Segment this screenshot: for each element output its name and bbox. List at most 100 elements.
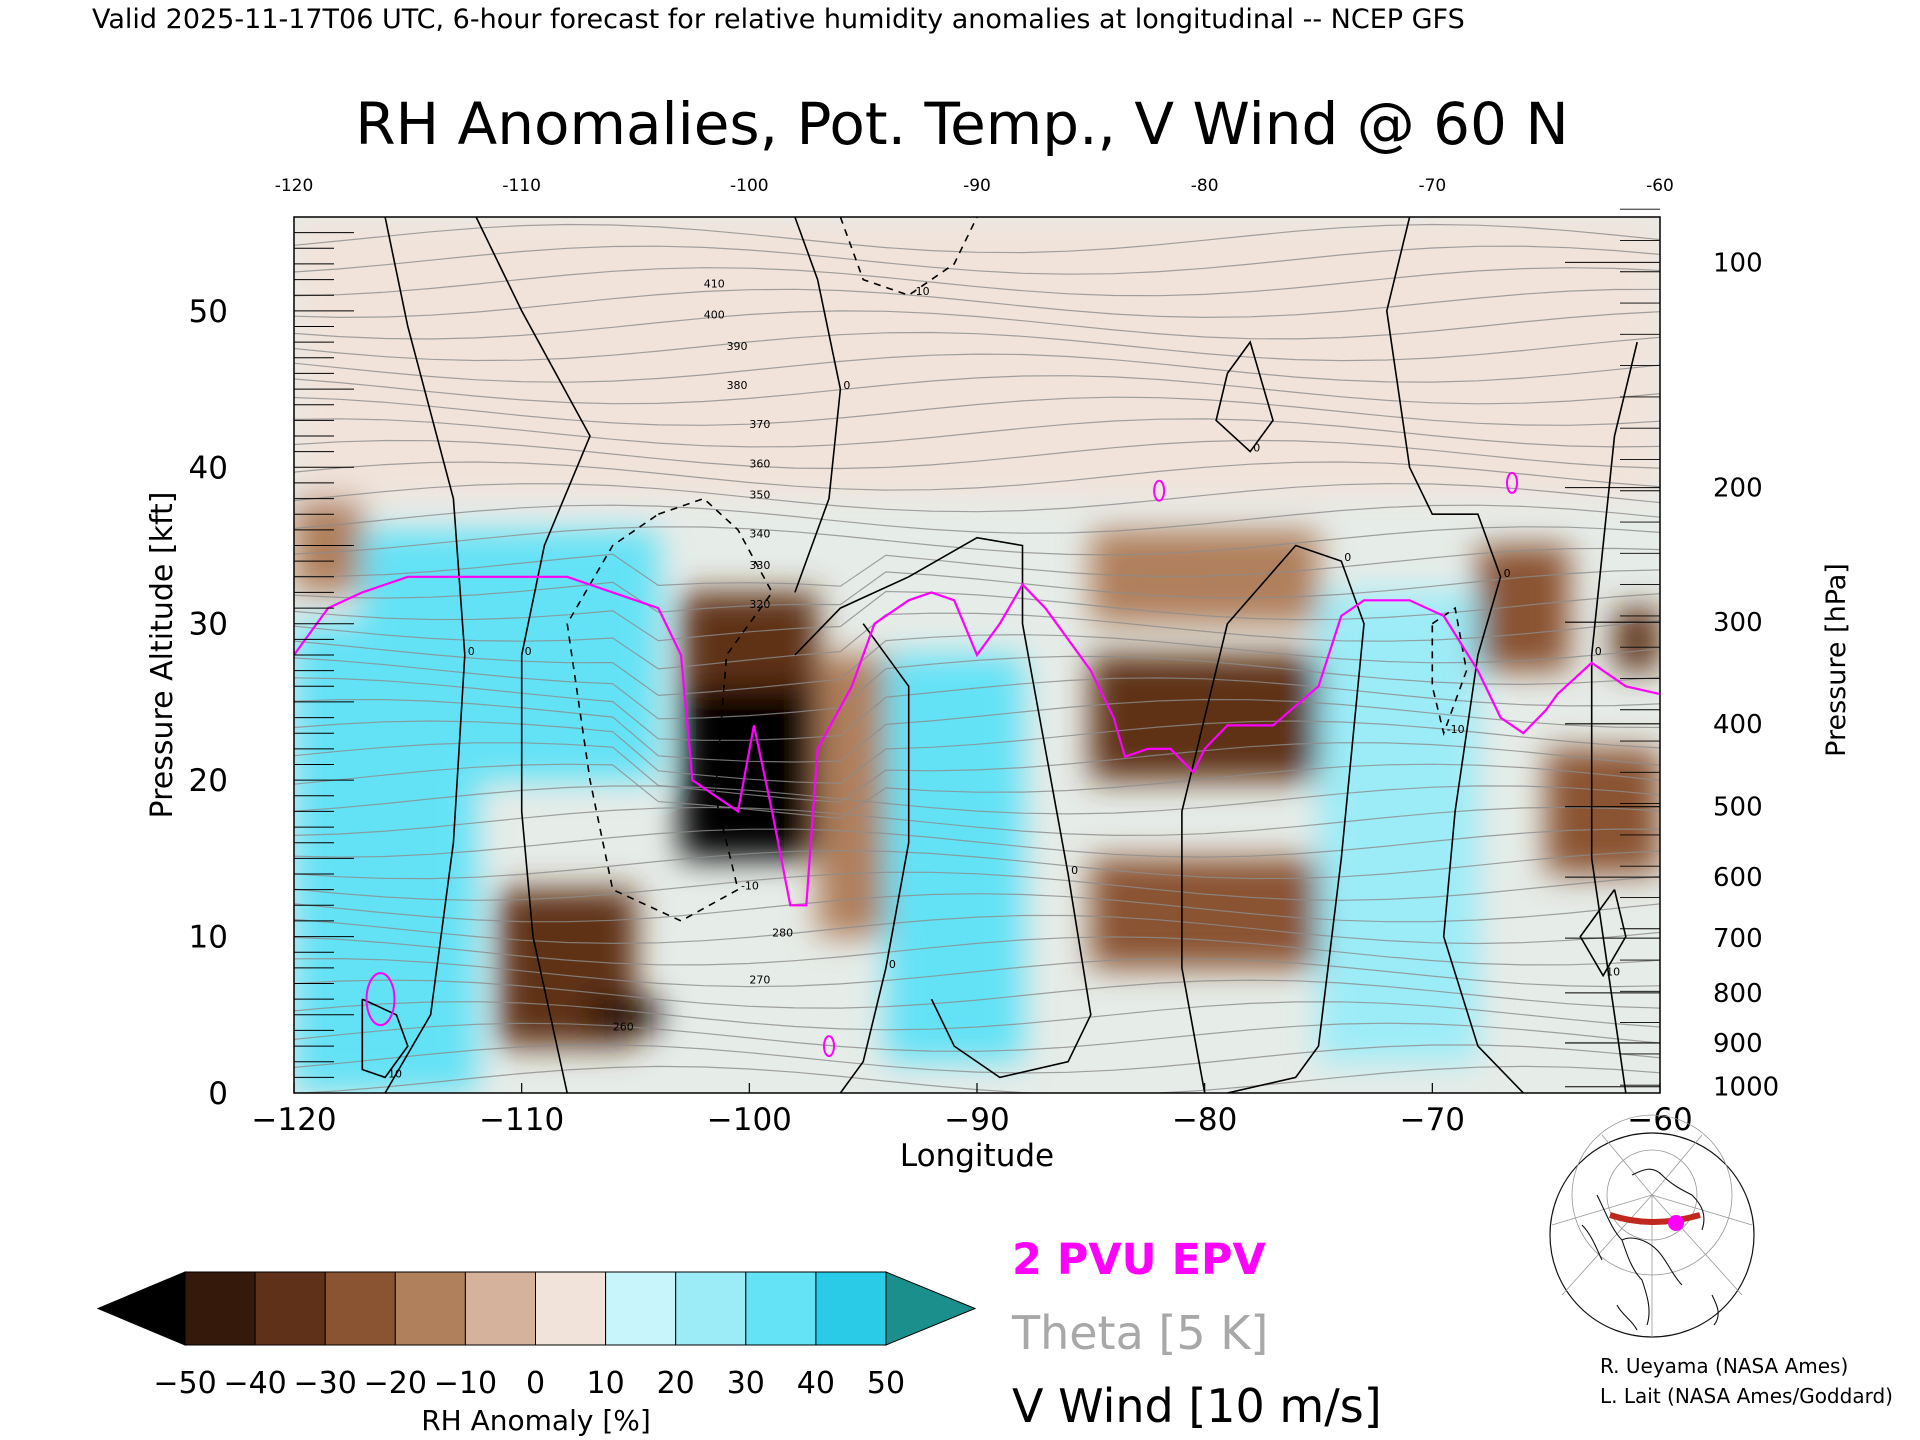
pressure-tick-label: 100 [1713, 248, 1763, 278]
vwind-contour-label: -10 [1447, 723, 1465, 736]
colorbar-segment [394, 1271, 466, 1346]
pressure-tick-label: 600 [1713, 863, 1763, 893]
y-axis-label-left: Pressure Altitude [kft] [145, 492, 180, 819]
pressure-tick-label: 200 [1713, 474, 1763, 504]
chart-title: RH Anomalies, Pot. Temp., V Wind @ 60 N [355, 90, 1569, 158]
colorbar-segment [464, 1271, 536, 1346]
vwind-contour-label: 0 [1253, 442, 1260, 455]
epv-island [1153, 479, 1166, 502]
pressure-tick-label: 400 [1713, 710, 1763, 740]
x-axis-top: -120 -110 -100 -90 -80 -70 -60 [275, 176, 1674, 196]
x-axis-label: Longitude [900, 1138, 1054, 1174]
theta-contour-label: 270 [749, 974, 770, 987]
y-axis-right: 100 200 300 400 500 600 700 800 900 1000 [1713, 248, 1779, 1102]
theta-contour-line [294, 245, 1660, 275]
vwind-contour-label: 0 [843, 379, 850, 392]
theta-contour-line [294, 504, 1660, 534]
theta-contour-line [294, 979, 1660, 1009]
y-tick-label: 20 [189, 763, 228, 799]
vwind-contour-12 [361, 998, 409, 1079]
theta-contour-line [294, 871, 1660, 901]
pressure-tick-label: 500 [1713, 793, 1763, 823]
epv-island [823, 1035, 836, 1058]
legend-theta: Theta [5 K] [1011, 1306, 1268, 1360]
vwind-contour-2 [794, 217, 842, 593]
theta-contour-label: 390 [727, 340, 748, 353]
theta-contour-line [294, 526, 1660, 556]
theta-contour-line [294, 396, 1660, 426]
vwind-contour-label: 0 [889, 958, 896, 971]
vwind-contour-13 [1579, 889, 1627, 978]
x-top-tick-label: -60 [1646, 176, 1674, 196]
colorbar-tick-label: 0 [526, 1366, 545, 1401]
colorbar-segment [324, 1271, 396, 1346]
legend-epv: 2 PVU EPV [1012, 1235, 1266, 1285]
vwind-contour-label: 0 [1344, 551, 1351, 564]
colorbar-tick-label: −30 [294, 1366, 357, 1401]
pressure-tick-label: 800 [1713, 979, 1763, 1009]
theta-contour-label: 280 [772, 927, 793, 940]
y-axis-label-right: Pressure [hPa] [1821, 563, 1852, 757]
theta-contour-label: 380 [727, 379, 748, 392]
pressure-tick-label: 1000 [1713, 1073, 1779, 1103]
theta-contour-line [294, 828, 1660, 858]
theta-contour-line [294, 1001, 1660, 1031]
colorbar-segment [745, 1271, 817, 1346]
colorbar-segment [254, 1271, 326, 1346]
colorbar-tick-label: −40 [223, 1366, 286, 1401]
theta-contour-line [294, 461, 1660, 491]
vwind-contour-label: 10 [1606, 966, 1620, 979]
y-axis-left: 0 10 20 30 40 50 [189, 294, 228, 1112]
x-top-tick-label: -110 [502, 176, 541, 196]
vwind-contour-4 [794, 536, 1092, 1079]
colorbar-tick-label: 40 [797, 1366, 835, 1401]
vwind-contour-7 [1590, 341, 1638, 1093]
colorbar-segment [184, 1271, 256, 1346]
y-tick-label: 0 [208, 1076, 228, 1112]
theta-contour-line [294, 547, 1660, 587]
pressure-tick-label: 300 [1713, 608, 1763, 638]
vwind-contour-9 [839, 217, 978, 297]
figure-subtitle: Valid 2025-11-17T06 UTC, 6-hour forecast… [92, 4, 1465, 35]
theta-contour-line [294, 1022, 1660, 1052]
epv-island [365, 972, 396, 1027]
vwind-contour-label: 0 [468, 645, 475, 658]
x-top-tick-label: -120 [275, 176, 314, 196]
vwind-contour-5 [1181, 544, 1365, 1093]
colorbar-segment [535, 1271, 607, 1346]
x-top-tick-label: -90 [963, 176, 991, 196]
x-tick-label: −70 [1400, 1102, 1465, 1138]
colorbar-over-arrow [885, 1271, 977, 1346]
vwind-contour-label: 0 [525, 645, 532, 658]
x-tick-label: −90 [944, 1102, 1009, 1138]
x-tick-label: −100 [707, 1102, 792, 1138]
epv-line [294, 575, 1660, 907]
theta-contour-line [294, 331, 1660, 362]
x-top-tick-label: -70 [1418, 176, 1446, 196]
pressure-tick-label: 900 [1713, 1029, 1763, 1059]
pressure-ticks-left [294, 216, 354, 1094]
rh-region-12 [1090, 529, 1319, 624]
rh-region-11 [1090, 858, 1319, 968]
vwind-contour-label: 0 [1504, 567, 1511, 580]
theta-contour-line [294, 914, 1660, 945]
x-tick-label: −60 [1627, 1102, 1692, 1138]
x-tick-label: −80 [1172, 1102, 1237, 1138]
colorbar-label: RH Anomaly [%] [421, 1404, 651, 1437]
theta-contour-line [294, 590, 1660, 642]
colorbar-tick-label: 10 [587, 1366, 625, 1401]
credit-line-1: R. Ueyama (NASA Ames) [1600, 1354, 1849, 1378]
theta-contour-label: 260 [613, 1020, 634, 1033]
vwind-contour-10 [566, 497, 774, 922]
theta-contour-label: 360 [749, 457, 770, 470]
plot-area: 260270280320330340350360370380390400410 … [293, 208, 1661, 1094]
vwind-contour-3 [839, 623, 910, 1093]
rh-region-0 [294, 217, 1660, 499]
theta-contour-line [294, 849, 1660, 880]
colorbar-tick-label: 50 [867, 1366, 905, 1401]
vwind-contour-label: 10 [388, 1067, 402, 1080]
vwind-contour-label: -10 [912, 285, 930, 298]
theta-contour-line [294, 893, 1660, 923]
theta-contour-line [294, 375, 1660, 405]
